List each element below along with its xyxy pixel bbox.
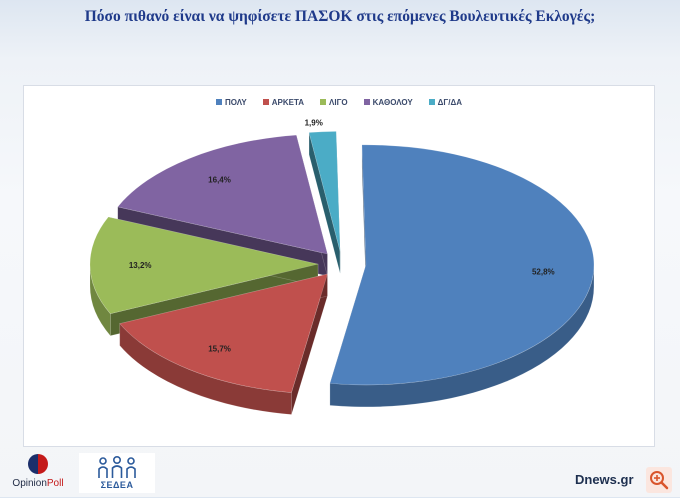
- data-label: 13,2%: [129, 261, 152, 270]
- legend-swatch: [428, 99, 435, 105]
- pie-slice-ΚΑΘΟΛΟΥ: [117, 134, 328, 255]
- page-title: Πόσο πιθανό είναι να ψηφίσετε ΠΑΣΟΚ στις…: [84, 8, 596, 25]
- legend-label: ΛΙΓΟ: [329, 97, 348, 107]
- legend-label: ΔΓ/ΔΑ: [437, 97, 462, 107]
- data-label: 1,9%: [305, 118, 323, 127]
- legend-swatch: [320, 99, 327, 105]
- legend-label: ΚΑΘΟΛΟΥ: [372, 97, 413, 107]
- legend-item: ΛΙΓΟ: [320, 95, 348, 109]
- legend-item: ΠΟΛΥ: [216, 95, 247, 109]
- sedea-logo: ΣΕΔΕΑ: [79, 453, 155, 493]
- data-label: 16,4%: [208, 176, 231, 185]
- chart-legend: ΠΟΛΥ ΑΡΚΕΤΑ ΛΙΓΟ ΚΑΘΟΛΟΥ ΔΓ/ΔΑ: [24, 95, 654, 109]
- opinionpoll-logo-icon: [28, 454, 48, 474]
- chart-area: ΠΟΛΥ ΑΡΚΕΤΑ ΛΙΓΟ ΚΑΘΟΛΟΥ ΔΓ/ΔΑ 52,8% 15,7% 13,…: [23, 85, 655, 447]
- sedea-people-icon: [98, 456, 136, 478]
- legend-swatch: [262, 99, 269, 105]
- site-watermark: Dnews.gr: [575, 472, 634, 487]
- pie-slice-ΠΟΛΥ: [329, 144, 595, 386]
- pie-slice-ΑΡΚΕΤΑ: [119, 273, 328, 393]
- opinionpoll-logo: OpinionPoll: [4, 452, 72, 496]
- zoom-button[interactable]: [646, 467, 672, 493]
- sedea-logo-text: ΣΕΔΕΑ: [100, 480, 134, 490]
- legend-label: ΑΡΚΕΤΑ: [271, 97, 305, 107]
- pie-chart: 52,8% 15,7% 13,2% 16,4% 1,9%: [89, 118, 595, 415]
- data-label: 52,8%: [532, 267, 555, 276]
- pie-slice-ΛΙΓΟ: [89, 216, 319, 315]
- legend-item: ΚΑΘΟΛΟΥ: [363, 95, 413, 109]
- legend-swatch: [216, 99, 223, 105]
- legend-label: ΠΟΛΥ: [225, 97, 247, 107]
- pie-slice-ΔΓ/ΔΑ: [308, 131, 341, 252]
- opinionpoll-logo-text: OpinionPoll: [12, 478, 64, 489]
- legend-swatch: [363, 99, 370, 105]
- legend-item: ΑΡΚΕΤΑ: [262, 95, 305, 109]
- data-label: 15,7%: [208, 344, 231, 353]
- legend-item: ΔΓ/ΔΑ: [428, 95, 462, 109]
- zoom-in-icon: [650, 471, 669, 490]
